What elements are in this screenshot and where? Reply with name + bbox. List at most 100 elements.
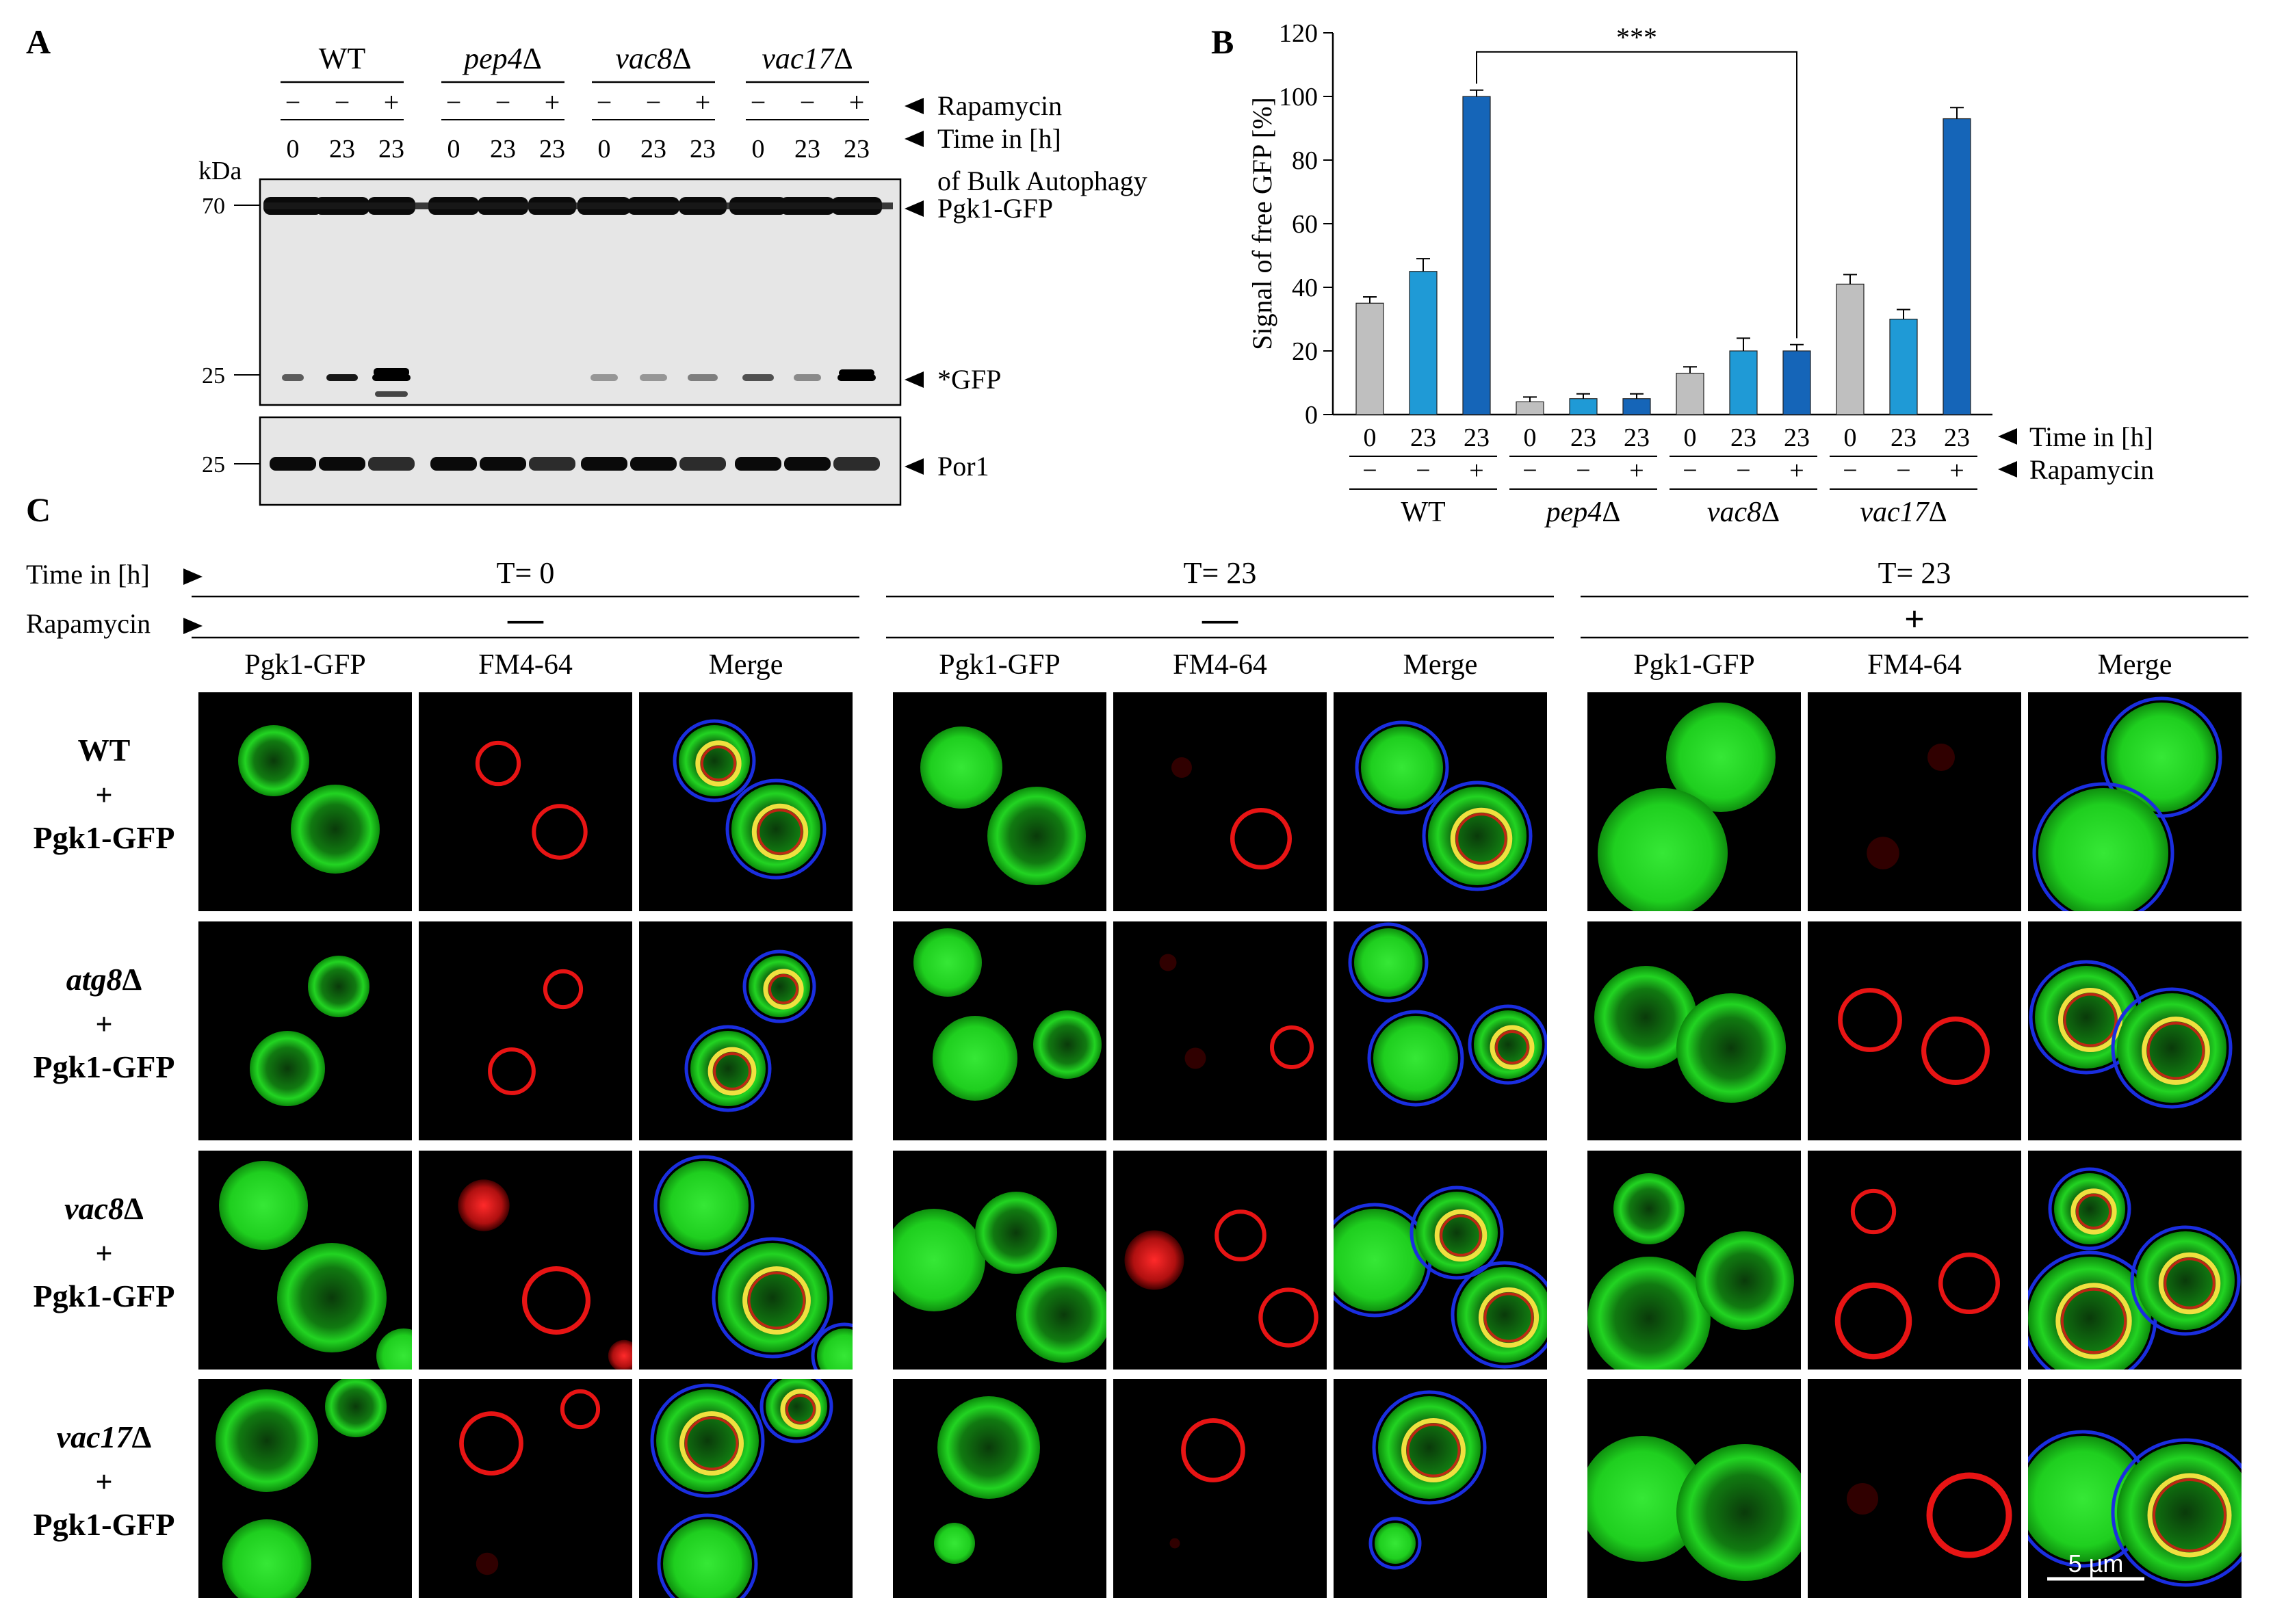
micro-time-label: Time in [h] (26, 559, 150, 590)
cell-outline (725, 778, 827, 880)
cell-outline (1367, 1010, 1464, 1107)
band-gfp-lane-6 (590, 374, 618, 381)
chart-rapamycin-6: − (1683, 456, 1697, 485)
micro-condition-rapamycin-2: + (1904, 600, 1925, 639)
chart-time-9: 0 (1844, 423, 1857, 452)
cell-outline (673, 719, 756, 802)
gfp-cell (325, 1379, 387, 1437)
blot-time-11: 23 (844, 135, 870, 163)
blot-rapamycin-2: + (384, 87, 400, 118)
micro-condition-time-0: T= 0 (497, 556, 555, 590)
micro-panel-r1-c0-merge (639, 921, 853, 1140)
scale-bar: 5 µm (2047, 1549, 2144, 1581)
y-tick-120: 120 (1279, 19, 1318, 48)
cell-outline (2130, 1225, 2241, 1336)
micro-panel-r3-c2-pgk1-gfp (1587, 1379, 1801, 1598)
band-por1-lane-9 (735, 457, 781, 471)
micro-channel-2-1: FM4-64 (1867, 649, 1962, 681)
band-gfp-lane-9 (742, 374, 774, 381)
gfp-cell (893, 1209, 985, 1311)
blot-time-9: 0 (752, 135, 765, 163)
micro-strain-plus-0: + (95, 778, 112, 812)
micro-channel-0-0: Pgk1-GFP (244, 649, 365, 681)
micro-channel-1-1: FM4-64 (1173, 649, 1267, 681)
band-por1-lane-5 (529, 457, 575, 471)
cell-outline (1372, 1390, 1487, 1505)
cell-outline (684, 1025, 772, 1112)
cell-outline (712, 1237, 833, 1359)
blot-strain-2: vac8Δ (615, 42, 691, 75)
chart-time-11: 23 (1944, 423, 1970, 452)
kda-label: kDa (198, 157, 242, 185)
micro-panel-r1-c2-fm4-64 (1808, 921, 2021, 1140)
micro-strain-reporter-1: Pgk1-GFP (34, 1049, 175, 1084)
micro-condition-rapamycin-1: — (1202, 600, 1238, 639)
chart-time-5: 23 (1624, 423, 1650, 452)
vacuole-membrane (488, 1047, 536, 1095)
vacuole-membrane (1834, 1282, 1912, 1360)
chart-rapamycin-2: + (1469, 456, 1483, 485)
blot-header: WT pep4Δ vac8Δ vac17Δ − − + − − + − − + − − +0 23 23 0 23 23… (281, 42, 1147, 196)
blot-time-0: 0 (287, 135, 300, 163)
gfp-cell (238, 725, 309, 796)
band-por1-lane-0 (270, 457, 316, 471)
micro-strain-0: WT (78, 733, 131, 768)
blot-rapamycin-3: − (446, 87, 462, 118)
panel-label-b: B (1211, 23, 1234, 61)
micro-channel-0-1: FM4-64 (478, 649, 573, 681)
cell-outline (2111, 1438, 2242, 1587)
chart-time-6: 0 (1684, 423, 1697, 452)
band-por1-lane-3 (430, 457, 477, 471)
cell-outline (1451, 1261, 1547, 1369)
chart-group-0: WT (1401, 497, 1445, 528)
cell-outline (657, 1513, 758, 1598)
gfp-cell (1587, 1257, 1711, 1370)
gfp-cell (291, 785, 380, 874)
micro-panel-r3-c1-pgk1-gfp (893, 1379, 1106, 1598)
micro-panel-r3-c2-merge: 5 µm (2028, 1379, 2242, 1598)
micro-panel-r1-c1-merge (1334, 921, 1547, 1140)
micro-channel-2-2: Merge (2098, 649, 2172, 681)
micro-panel-r3-c0-pgk1-gfp (198, 1379, 412, 1598)
marker-25-a: 25 (202, 363, 225, 389)
vacuole-membrane (1181, 1418, 1245, 1482)
micro-channel-2-0: Pgk1-GFP (1633, 649, 1754, 681)
gfp-cell (1033, 1010, 1102, 1079)
micro-panel-r1-c2-merge (2028, 921, 2242, 1140)
chart-rapamycin-10: − (1896, 456, 1910, 485)
gfp-cell (216, 1389, 318, 1492)
vacuole-membrane (1258, 1287, 1319, 1348)
gfp-cell (1594, 966, 1697, 1069)
bar-3 (1516, 401, 1544, 415)
micro-condition-time-1: T= 23 (1184, 556, 1257, 590)
vacuole-membrane (1215, 1209, 1267, 1261)
blot-time-4: 23 (490, 135, 516, 163)
gfp-cell (1696, 1231, 1794, 1330)
chart-rapamycin-9: − (1843, 456, 1857, 485)
gfp-cell (1016, 1267, 1106, 1363)
chart-rapamycin-5: + (1629, 456, 1644, 485)
gfp-cell (1598, 788, 1728, 911)
band-gfp-lane-8 (688, 374, 718, 381)
panel-label-c: C (26, 490, 51, 529)
band-por1-lane-4 (480, 457, 526, 471)
micro-strain-reporter-3: Pgk1-GFP (34, 1507, 175, 1542)
micro-panel-r1-c2-pgk1-gfp (1587, 921, 1801, 1140)
micro-strain-plus-3: + (95, 1465, 112, 1499)
vacuole-membrane (1838, 988, 1902, 1052)
y-tick-80: 80 (1292, 146, 1318, 175)
y-tick-0: 0 (1305, 401, 1318, 430)
blot-rapamycin-10: − (800, 87, 816, 118)
micro-panel-r2-c1-pgk1-gfp (893, 1151, 1106, 1370)
micro-strain-2: vac8Δ (64, 1191, 144, 1226)
band-por1-lane-1 (319, 457, 365, 471)
chart-rapamycin-8: + (1789, 456, 1804, 485)
vacuole-membrane (1230, 807, 1292, 869)
bar-6 (1676, 372, 1704, 415)
bar-10 (1889, 318, 1918, 415)
vacuole-membrane (521, 1266, 590, 1335)
micro-panel-r0-c0-merge (639, 692, 853, 911)
micro-panel-r3-c2-fm4-64 (1808, 1379, 2021, 1598)
y-tick-60: 60 (1292, 210, 1318, 239)
chart-rapamycin-4: − (1576, 456, 1590, 485)
